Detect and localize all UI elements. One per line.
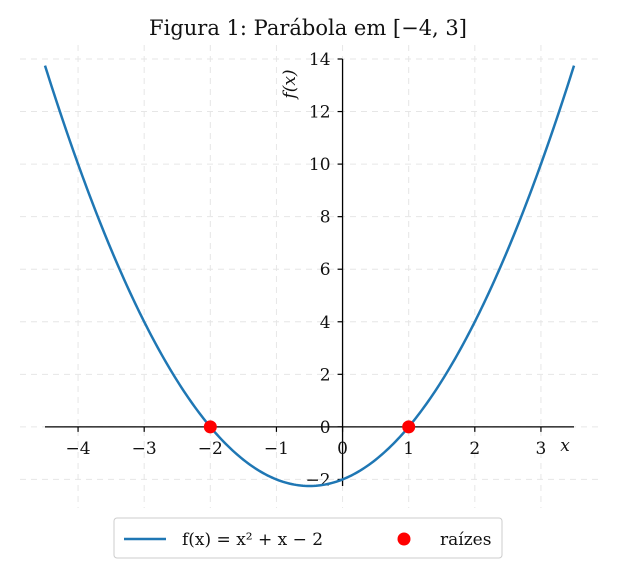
y-tick-label: 8 [320, 208, 331, 228]
legend-line-label: f(x) = x² + x − 2 [182, 530, 323, 550]
legend: f(x) = x² + x − 2 raízes [113, 517, 503, 559]
y-tick-label: 12 [309, 103, 331, 123]
x-tick-label: 3 [536, 439, 547, 459]
legend-box [113, 517, 503, 559]
y-tick-label: 10 [309, 155, 331, 175]
x-tick-label: −2 [198, 439, 223, 459]
y-tick-label: −2 [306, 470, 331, 490]
x-tick-label: −4 [66, 439, 91, 459]
x-tick-label: 0 [337, 439, 348, 459]
axes [45, 59, 574, 486]
legend-scatter-label: raízes [440, 530, 491, 550]
y-tick-label: 6 [320, 260, 331, 280]
y-tick-label: 4 [320, 313, 331, 333]
x-tick-label: −3 [132, 439, 157, 459]
y-tick-label: 0 [320, 418, 331, 438]
x-tick-label: 2 [469, 439, 480, 459]
root-point [203, 420, 217, 434]
root-point [402, 420, 416, 434]
y-tick-label: 14 [309, 50, 331, 70]
chart-title: Figura 1: Parábola em [−4, 3] [149, 16, 467, 40]
series-line-parabola [43, 65, 576, 488]
legend-scatter-swatch [397, 532, 411, 546]
series [43, 65, 576, 488]
y-axis-label: f(x) [280, 69, 300, 100]
x-tick-label: −1 [264, 439, 289, 459]
x-axis-label: x [560, 436, 570, 456]
y-tick-label: 2 [320, 365, 331, 385]
x-tick-label: 1 [403, 439, 414, 459]
